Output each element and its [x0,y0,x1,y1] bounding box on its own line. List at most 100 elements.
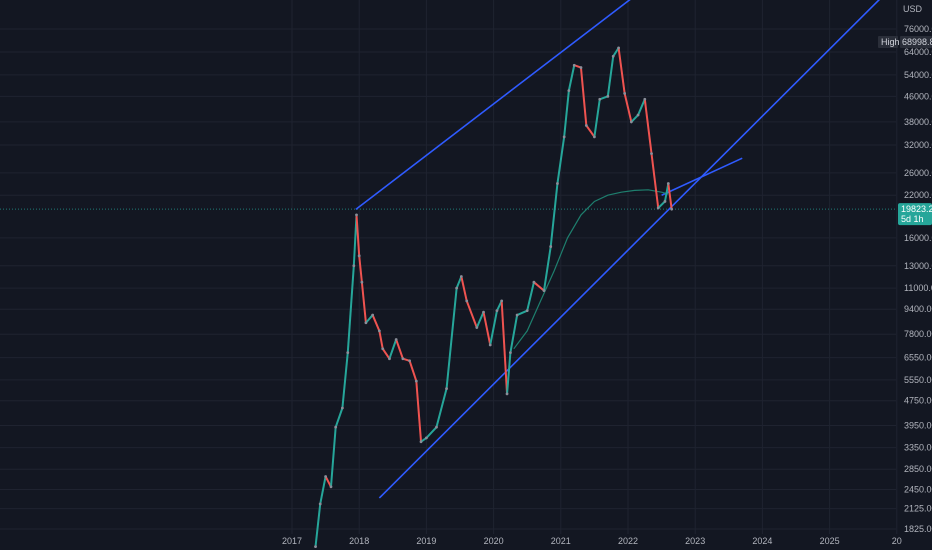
price-point [482,310,485,314]
price-segment [319,476,327,505]
price-segment [556,136,566,184]
x-tick-label: 2018 [349,536,369,546]
price-point [371,313,375,317]
grid [0,0,898,534]
price-point [579,66,583,69]
price-segment [445,288,458,389]
price-point [401,357,405,361]
price-segment [643,99,653,154]
price-point [666,182,670,185]
price-point [556,182,559,185]
x-axis[interactable]: 2017 2018 2019 2020 2021 2022 2023 2024 2025 20 [282,536,902,546]
x-tick-label: 2024 [752,536,772,546]
price-point [509,351,512,355]
price-point [425,436,428,440]
price-point [334,425,338,429]
price-point [532,280,536,284]
y-tick-label: 2450.00 [904,485,932,495]
y-tick-label: 11000.00 [904,283,932,293]
price-point [355,213,358,217]
trendline-lower-channel[interactable] [378,0,886,499]
price-point [549,245,553,248]
price-point [445,387,448,391]
price-point [650,152,653,156]
price-point [341,406,344,410]
y-tick-label: 76000.00 [904,24,932,34]
price-point [435,425,438,429]
price-segment [509,314,519,353]
y-axis[interactable]: USD 76000.00 64000.00 54000.00 46000.00 3800… [903,4,932,534]
y-tick-label: 3350.00 [904,443,932,453]
price-segment [506,352,512,394]
price-point [617,46,620,50]
price-segment [563,90,570,137]
price-segment [533,281,545,292]
price-segment [381,348,391,360]
price-segment [606,56,615,97]
ma-line [513,189,669,350]
price-segment [360,282,367,323]
price-point [505,392,509,396]
price-point [408,359,411,363]
price-segment [365,314,374,324]
price-segment [489,310,498,346]
price-segment [549,183,559,247]
price-segment [358,255,363,283]
trendlines[interactable] [355,0,887,499]
price-segment [567,65,576,91]
price-segment [667,183,673,210]
last-price-badge [898,203,932,226]
price-segment [355,214,361,256]
price-segment [465,300,478,328]
price-segment [460,276,468,302]
price-point [593,135,596,139]
trendline-upper-channel[interactable] [355,0,648,210]
price-point [360,280,364,284]
y-tick-label: 1825.00 [904,524,932,534]
price-segment [617,47,626,94]
high-label-badge [878,35,898,48]
x-tick-label: 2020 [484,536,504,546]
price-point [465,299,469,303]
y-tick-label: 16000.00 [904,233,932,243]
price-point [455,286,459,290]
y-tick-label: 13000.00 [904,261,932,271]
price-point [324,475,327,478]
price-point [606,94,610,98]
price-point [542,289,546,293]
price-segment [314,503,322,547]
y-tick-label: 2850.00 [904,464,932,474]
price-point [414,379,418,383]
price-point [500,299,504,303]
price-segment [516,309,528,316]
y-tick-label: 6550.00 [904,353,932,363]
y-unit-label: USD [903,4,923,14]
price-point [346,351,350,355]
price-segment [388,339,398,360]
trendline-short-resistance[interactable] [661,157,743,196]
y-tick-label: 7800.00 [904,329,932,339]
price-point [377,329,381,333]
x-tick-label: 2023 [685,536,705,546]
price-segment [415,381,423,442]
price-point [598,97,602,101]
x-tick-label: 20 [892,536,902,546]
price-segment [395,339,404,360]
y-tick-label: 32000.00 [904,140,932,150]
price-segment [324,476,332,488]
price-point [584,124,588,127]
price-segment [455,276,463,289]
price-point [314,545,317,549]
price-segment [623,93,633,123]
last-price: 19823.24 [901,204,932,214]
price-segment [599,95,609,101]
price-badges: High 68998.88 19823.24 5d 1h [878,35,932,226]
price-point [663,200,667,203]
price-point [515,313,519,317]
price-point [525,309,529,313]
y-tick-label: 3950.00 [904,420,932,430]
price-segment [475,311,485,328]
price-segment [371,314,381,332]
price-point [670,207,674,211]
